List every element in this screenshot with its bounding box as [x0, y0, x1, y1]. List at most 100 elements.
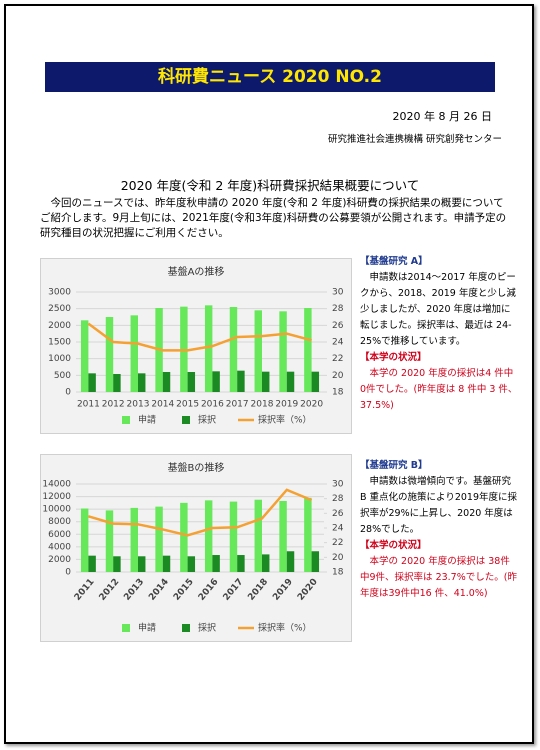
rate-line — [88, 488, 313, 537]
chart-title: 基盤Bの推移 — [168, 461, 225, 474]
bar — [286, 371, 295, 392]
y2-tick-label: 20 — [332, 371, 344, 381]
legend-swatch — [122, 624, 130, 632]
bar — [187, 372, 196, 392]
legend-swatch — [122, 416, 130, 424]
bar — [304, 308, 312, 392]
bar — [187, 556, 196, 572]
y-tick-label: 1000 — [48, 354, 71, 364]
x-tick-label: 2019 — [275, 400, 298, 410]
y-tick-label: 2000 — [48, 555, 71, 565]
y2-tick-label: 22 — [332, 538, 343, 548]
bar — [304, 497, 312, 572]
bar — [88, 373, 96, 392]
y-tick-label: 3000 — [48, 288, 71, 298]
bar — [162, 555, 171, 572]
x-tick-label: 2014 — [151, 400, 174, 410]
legend-label: 採択 — [198, 414, 216, 426]
y2-tick-label: 18 — [332, 568, 344, 578]
legend-label: 採択率（%） — [258, 414, 312, 426]
chart: 基盤Bの推移 0 2000 4000 6000 8000 10000 12000 14000 18… — [40, 454, 352, 642]
y-tick-label: 12000 — [42, 492, 71, 502]
intro-paragraph: 今回のニュースでは、昨年度秋申請の 2020 年度(令和 2 年度)科研費の採択… — [40, 197, 507, 239]
bar — [130, 507, 138, 572]
banner-title: 科研費ニュース 2020 NO.2 — [45, 62, 495, 92]
sidebar-heading: 【基盤研究 B】 — [360, 460, 428, 471]
legend-swatch — [182, 416, 190, 424]
bar — [311, 371, 320, 392]
bar — [212, 371, 220, 392]
bar — [204, 500, 213, 572]
sidebar-text: 申請数は2014～2017 年度のピークから、2018、2019 年度と少し減少… — [360, 272, 516, 347]
bar — [237, 555, 245, 572]
bar — [254, 499, 262, 572]
sidebar-text: 申請数は微増傾向です。基盤研究 B 重点化の施策により2019年度に採択率が29… — [360, 476, 518, 535]
y2-tick-label: 20 — [332, 553, 344, 563]
bar — [262, 554, 270, 572]
bar — [180, 502, 188, 572]
bar — [229, 501, 238, 572]
bar — [286, 551, 295, 572]
bar — [279, 311, 287, 392]
y2-tick-label: 26 — [332, 321, 344, 331]
y-tick-label: 10000 — [42, 505, 71, 515]
bar — [138, 373, 146, 392]
x-tick-label: 2011 — [77, 400, 100, 410]
y-tick-label: 0 — [65, 568, 71, 578]
x-tick-label: 2016 — [201, 400, 224, 410]
heading: 2020 年度(令和 2 年度)科研費採択結果概要について — [120, 178, 420, 193]
legend-label: 申請 — [138, 414, 156, 426]
bar — [80, 508, 89, 572]
bar — [212, 555, 220, 572]
organization: 研究推進社会連携機構 研究創発センター — [327, 134, 502, 145]
x-tick-label: 2012 — [102, 400, 125, 410]
chart: 基盤Aの推移 0 500 1000 1500 2000 2500 3000 18 20 22 24 26… — [40, 258, 352, 434]
bar — [262, 371, 270, 392]
bar — [311, 551, 320, 572]
chart-background — [40, 454, 352, 642]
y2-tick-label: 28 — [332, 304, 344, 314]
y2-tick-label: 18 — [332, 388, 344, 398]
bar — [279, 500, 287, 572]
y2-tick-label: 30 — [332, 288, 344, 298]
x-tick-label: 2020 — [300, 400, 323, 410]
y-tick-label: 6000 — [48, 530, 71, 540]
bar — [130, 315, 138, 392]
y-tick-label: 14000 — [42, 480, 71, 490]
legend-label: 採択 — [198, 622, 216, 634]
bar — [254, 310, 262, 392]
sidebar-heading: 【基盤研究 A】 — [360, 256, 428, 267]
chart-title: 基盤Aの推移 — [168, 265, 225, 278]
y2-tick-label: 24 — [332, 524, 344, 534]
y-tick-label: 1500 — [48, 338, 71, 348]
y2-tick-label: 26 — [332, 509, 344, 519]
bar — [138, 556, 146, 572]
legend-swatch — [182, 624, 190, 632]
bar — [204, 305, 213, 392]
bar — [80, 320, 89, 392]
bar — [105, 317, 114, 392]
y2-tick-label: 22 — [332, 354, 343, 364]
status-text: 本学の 2020 年度の採択は 38件中9件、採択率は 23.7%でした。(昨年… — [360, 556, 517, 599]
bar — [113, 374, 121, 392]
sidebar-block: 【基盤研究 B】 申請数は微増傾向です。基盤研究 B 重点化の施策により2019… — [360, 458, 518, 602]
bar — [88, 555, 96, 572]
bar — [237, 370, 245, 392]
sidebar-block: 【基盤研究 A】 申請数は2014～2017 年度のピークから、2018、201… — [360, 254, 518, 414]
bar — [229, 307, 238, 392]
legend-label: 申請 — [138, 622, 156, 634]
y2-tick-label: 24 — [332, 338, 344, 348]
y-tick-label: 4000 — [48, 542, 71, 552]
page-frame — [4, 4, 534, 744]
y-tick-label: 2500 — [48, 304, 71, 314]
y-tick-label: 2000 — [48, 321, 71, 331]
y-tick-label: 0 — [65, 388, 71, 398]
bar — [155, 506, 163, 572]
x-tick-label: 2017 — [226, 400, 249, 410]
status-heading: 【本学の状況】 — [360, 540, 427, 551]
bar — [162, 372, 171, 392]
x-tick-label: 2013 — [127, 400, 150, 410]
y-tick-label: 8000 — [48, 517, 71, 527]
bar — [105, 510, 114, 572]
